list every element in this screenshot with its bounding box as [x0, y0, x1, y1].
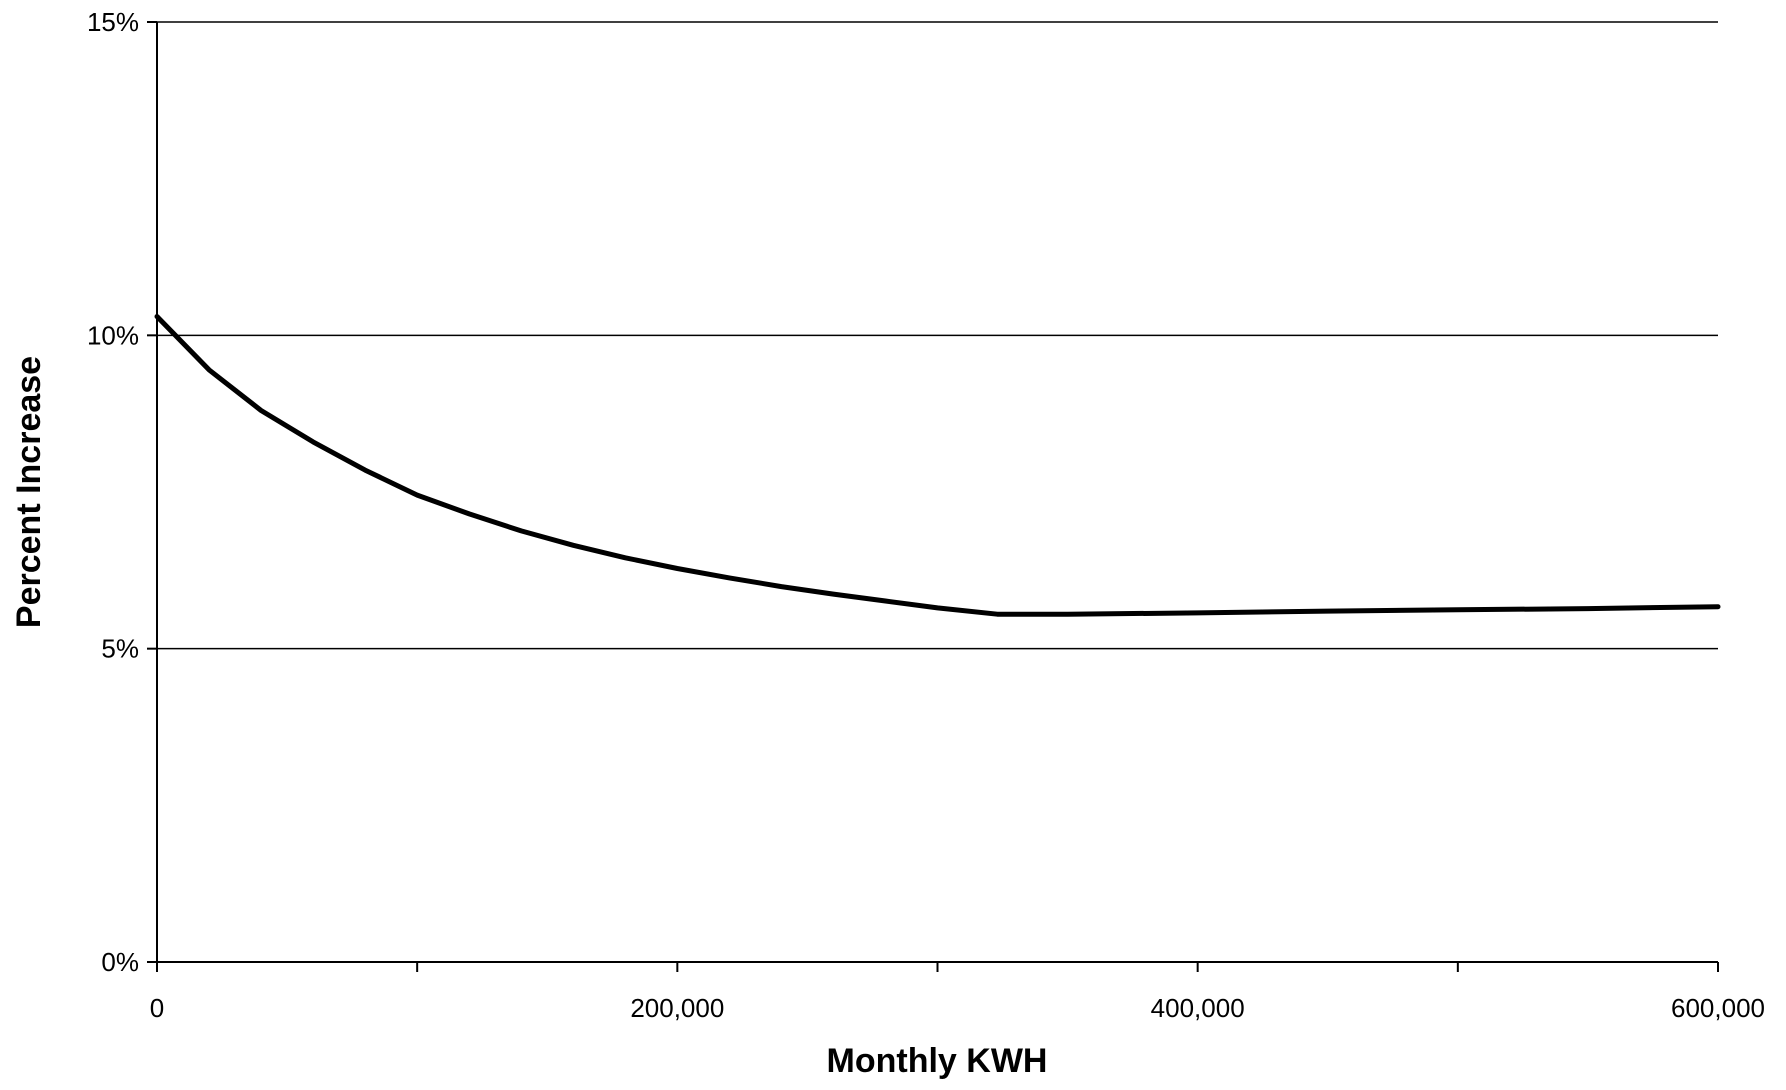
- y-tick-label: 10%: [87, 320, 139, 350]
- series-line: [154, 314, 1721, 617]
- series-group: [154, 314, 1721, 617]
- axes: [156, 22, 1718, 963]
- y-tick-marks: [147, 21, 157, 963]
- y-tick-label: 0%: [101, 947, 139, 977]
- y-tick-label: 15%: [87, 7, 139, 37]
- x-tick-label: 400,000: [1151, 993, 1245, 1023]
- x-axis-title: Monthly KWH: [827, 1042, 1048, 1080]
- x-tick-label: 200,000: [630, 993, 724, 1023]
- y-tick-label: 5%: [101, 634, 139, 664]
- x-tick-labels: 0 200,000 400,000 600,000: [150, 993, 1765, 1023]
- y-tick-labels: 0% 5% 10% 15%: [87, 7, 139, 977]
- gridlines: [157, 21, 1718, 650]
- x-tick-label: 600,000: [1671, 993, 1765, 1023]
- y-axis-title: Percent Increase: [10, 356, 48, 628]
- x-tick-marks: [156, 962, 1719, 972]
- x-tick-label: 0: [150, 993, 164, 1023]
